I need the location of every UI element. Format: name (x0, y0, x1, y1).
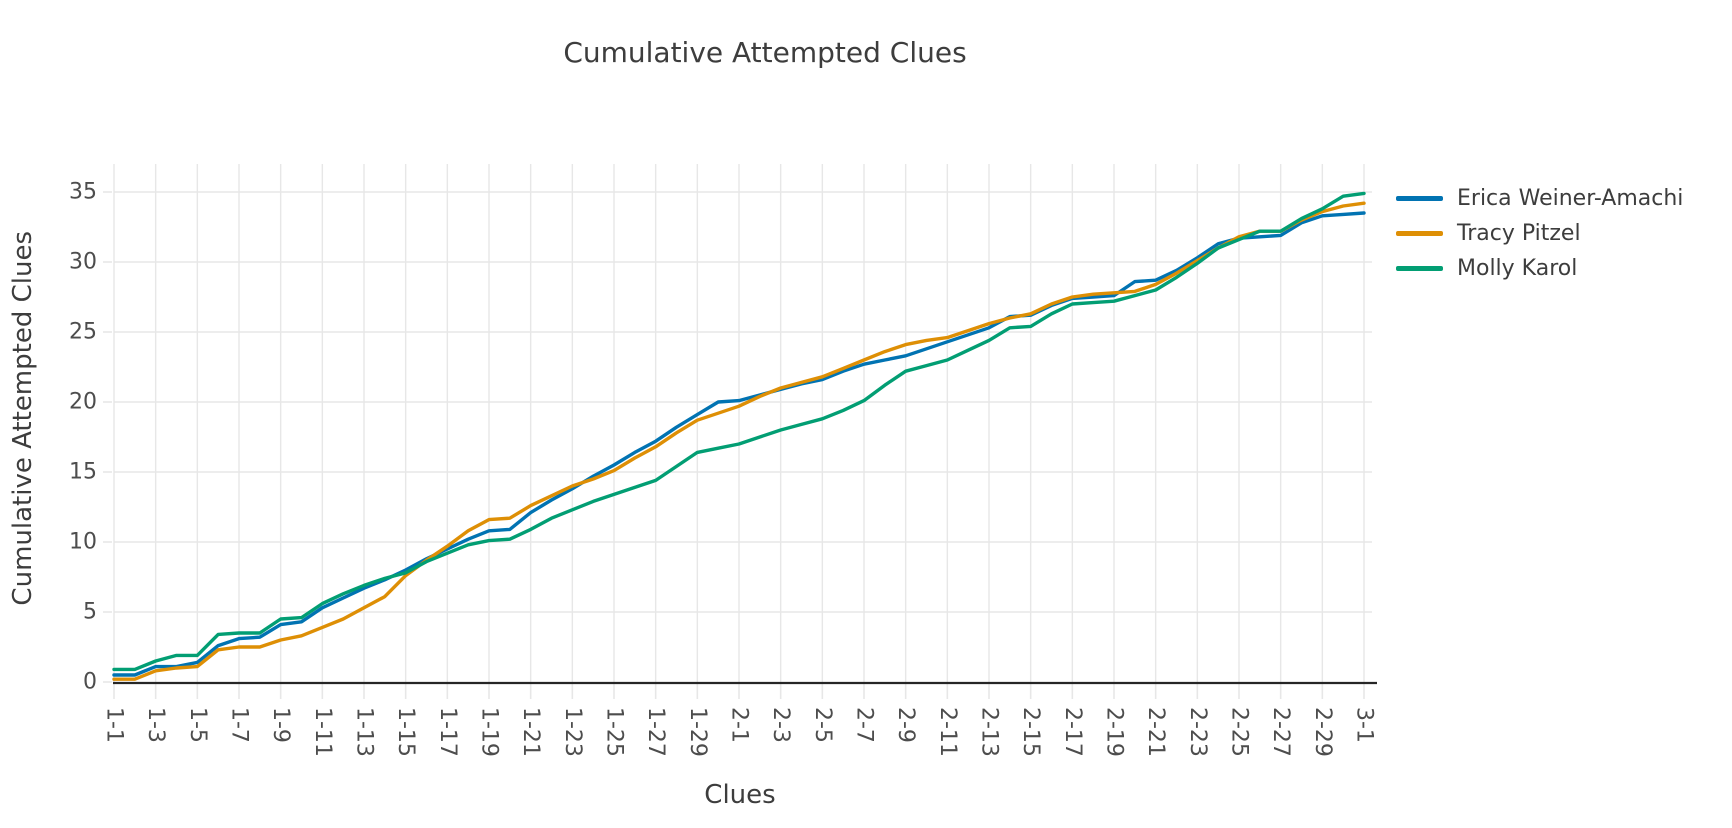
x-tick-label: 2-21 (1143, 707, 1168, 757)
legend-label: Erica Weiner-Amachi (1457, 186, 1684, 211)
y-axis-title: Cumulative Attempted Clues (8, 231, 38, 606)
x-tick-label: 2-9 (893, 707, 918, 743)
x-tick-label: 1-1 (102, 707, 127, 743)
x-tick-label: 1-23 (560, 707, 585, 757)
series-line-2 (112, 191, 1366, 672)
x-tick-label: 2-13 (977, 707, 1002, 757)
x-tick-label: 2-17 (1060, 707, 1085, 757)
y-tick-label: 0 (83, 670, 97, 695)
x-tick-label: 2-11 (935, 707, 960, 757)
x-tick-label: 1-11 (310, 707, 335, 757)
x-tick-label: 3-1 (1352, 707, 1377, 743)
x-tick-label: 2-25 (1227, 707, 1252, 757)
legend-swatch (1396, 266, 1443, 271)
x-tick-label: 2-27 (1268, 707, 1293, 757)
y-tick-label: 15 (69, 460, 97, 485)
x-tick-label: 2-1 (727, 707, 752, 743)
x-tick-label: 1-19 (477, 707, 502, 757)
legend-swatch (1396, 196, 1443, 201)
x-tick-label: 2-23 (1185, 707, 1210, 757)
legend: Erica Weiner-Amachi Tracy Pitzel Molly K… (1396, 186, 1683, 291)
x-tick-label: 1-5 (185, 707, 210, 743)
legend-label: Tracy Pitzel (1457, 221, 1581, 246)
x-tick-label: 1-15 (393, 707, 418, 757)
x-tick-label: 1-13 (352, 707, 377, 757)
x-axis-title: Clues (704, 780, 776, 810)
x-tick-label: 1-7 (227, 707, 252, 743)
x-tick-label: 1-9 (268, 707, 293, 743)
x-tick-label: 1-21 (518, 707, 543, 757)
legend-item: Molly Karol (1396, 256, 1683, 281)
x-tick-label: 1-3 (143, 707, 168, 743)
x-tick-label: 2-29 (1310, 707, 1335, 757)
x-tick-label: 1-27 (643, 707, 668, 757)
y-tick-label: 25 (69, 320, 97, 345)
x-tick-label: 1-29 (685, 707, 710, 757)
y-tick-label: 35 (69, 180, 97, 205)
legend-label: Molly Karol (1457, 256, 1578, 281)
legend-swatch (1396, 231, 1443, 236)
x-tick-label: 1-25 (602, 707, 627, 757)
x-tick-label: 1-17 (435, 707, 460, 757)
legend-item: Tracy Pitzel (1396, 221, 1683, 246)
y-tick-label: 30 (69, 250, 97, 275)
series-line-1 (112, 201, 1366, 681)
legend-item: Erica Weiner-Amachi (1396, 186, 1683, 211)
series-line-0 (112, 211, 1366, 677)
x-tick-label: 2-7 (852, 707, 877, 743)
chart-title: Cumulative Attempted Clues (563, 36, 967, 69)
x-tick-label: 2-3 (768, 707, 793, 743)
x-tick-label: 2-19 (1102, 707, 1127, 757)
y-tick-label: 20 (69, 390, 97, 415)
x-tick-label: 2-5 (810, 707, 835, 743)
x-tick-label: 2-15 (1018, 707, 1043, 757)
y-tick-label: 5 (83, 600, 97, 625)
y-tick-label: 10 (69, 530, 97, 555)
